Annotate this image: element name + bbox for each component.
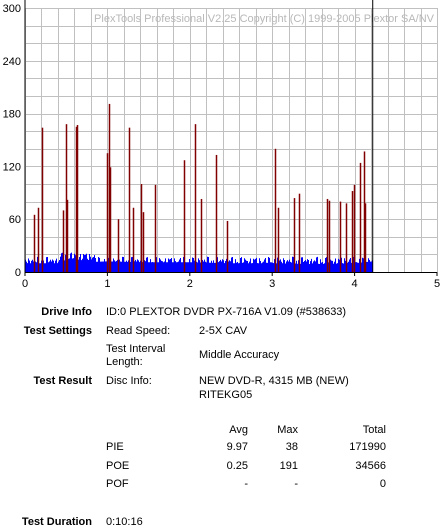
poe-spike xyxy=(353,184,356,272)
x-tick-label: 2 xyxy=(187,278,193,290)
poe-spike xyxy=(76,125,79,272)
row-max: - xyxy=(294,478,298,490)
scan-chart: PlexTools Professional V2.25 Copyright (… xyxy=(3,0,440,290)
interval-label-line1: Test Interval xyxy=(106,343,166,355)
x-tick-label: 1 xyxy=(104,278,110,290)
poe-spike xyxy=(128,127,131,273)
test-settings-label: Test Settings xyxy=(23,325,92,337)
poe-spike xyxy=(37,207,40,272)
row-name: POE xyxy=(106,460,130,472)
poe-spike xyxy=(328,200,331,272)
poe-spike xyxy=(364,203,367,272)
poe-spike xyxy=(62,210,65,272)
poe-spike xyxy=(142,212,145,272)
row-max: 38 xyxy=(285,441,298,453)
chart-axes xyxy=(24,0,438,276)
poe-spike xyxy=(293,198,296,272)
header-max: Max xyxy=(277,424,298,436)
read-speed-label: Read Speed: xyxy=(106,325,171,337)
x-tick-label: 0 xyxy=(22,278,28,290)
y-tick-label: 300 xyxy=(3,3,21,15)
test-result-label: Test Result xyxy=(33,375,92,387)
poe-spike xyxy=(359,162,362,272)
poe-spike xyxy=(200,198,203,272)
y-tick-label: 120 xyxy=(3,161,21,173)
pie-series xyxy=(25,252,373,272)
plot-area xyxy=(25,8,437,272)
interval-value: Middle Accuracy xyxy=(199,349,280,361)
interval-label-line2: Length: xyxy=(106,356,143,368)
poe-spike xyxy=(33,214,36,272)
test-duration-value: 0:10:16 xyxy=(106,516,143,528)
y-tick-label: 60 xyxy=(9,214,21,226)
row-avg: - xyxy=(244,478,248,490)
disc-info-line2: RITEKG05 xyxy=(199,389,253,401)
x-tick-label: 4 xyxy=(352,278,358,290)
poe-spike xyxy=(75,126,78,272)
poe-spike xyxy=(109,167,112,272)
chart-watermark: PlexTools Professional V2.25 Copyright (… xyxy=(94,13,435,25)
row-total: 171990 xyxy=(349,441,386,453)
poe-spike xyxy=(363,151,366,272)
header-total: Total xyxy=(362,424,386,436)
row-avg: 9.97 xyxy=(226,441,248,453)
poe-spike xyxy=(194,124,197,272)
poe-spike xyxy=(351,191,354,272)
drive-info-value: ID:0 PLEXTOR DVDR PX-716A V1.09 (#538633… xyxy=(106,306,347,318)
chart-svg: PlexTools Professional V2.25 Copyright (… xyxy=(3,0,440,290)
header-avg: Avg xyxy=(229,424,248,436)
poe-spike xyxy=(226,220,229,272)
y-tick-label: 240 xyxy=(3,56,21,68)
poe-spike xyxy=(326,198,329,272)
poe-spike xyxy=(215,154,218,272)
poe-spike xyxy=(339,201,342,272)
y-tick-label: 180 xyxy=(3,109,21,121)
poe-spike xyxy=(106,153,109,272)
poe-spike xyxy=(66,199,69,272)
poe-spike xyxy=(154,184,157,272)
test-duration-label: Test Duration xyxy=(21,516,92,528)
chart-grid xyxy=(25,8,438,273)
chart-tick-labels: 0 1 2 3 4 5 0 60 120 180 240 300 xyxy=(3,3,440,290)
poe-spike xyxy=(274,148,277,272)
read-speed-value: 2-5X CAV xyxy=(199,325,248,337)
poe-spike xyxy=(277,207,280,272)
x-tick-label: 5 xyxy=(434,278,440,290)
row-name: PIE xyxy=(106,441,124,453)
poe-spike xyxy=(108,103,111,272)
poe-spike xyxy=(183,160,186,272)
poe-spike xyxy=(65,124,68,272)
row-avg: 0.25 xyxy=(226,460,248,472)
row-name: POF xyxy=(106,478,129,490)
y-tick-label: 0 xyxy=(15,267,21,279)
row-max: 191 xyxy=(279,460,298,472)
poe-spike xyxy=(140,184,143,272)
poe-spike xyxy=(132,207,135,272)
disc-info-label: Disc Info: xyxy=(106,375,152,387)
poe-spike xyxy=(41,127,44,273)
row-total: 34566 xyxy=(355,460,386,472)
row-total: 0 xyxy=(379,478,386,490)
drive-info-label: Drive Info xyxy=(41,306,92,318)
poe-spike xyxy=(117,219,120,272)
poe-spike xyxy=(298,193,301,272)
disc-info-line1: NEW DVD-R, 4315 MB (NEW) xyxy=(199,375,349,387)
poe-series xyxy=(33,103,367,273)
poe-spike xyxy=(345,203,348,272)
x-tick-label: 3 xyxy=(269,278,275,290)
